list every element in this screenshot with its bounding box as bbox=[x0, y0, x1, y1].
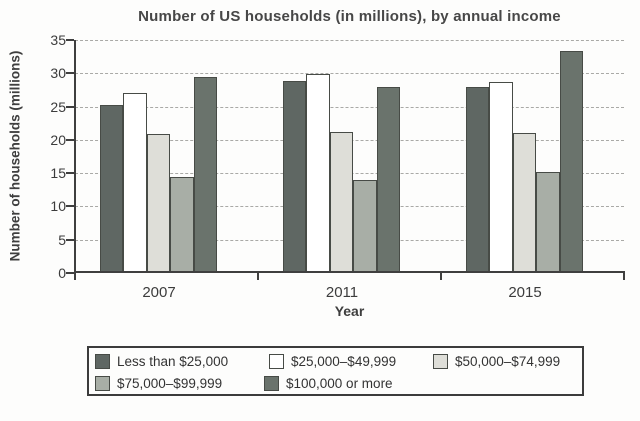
bar-2007-s2 bbox=[146, 133, 171, 273]
legend-item-2: $50,000–$74,999 bbox=[433, 352, 560, 370]
bar-2015-s4 bbox=[559, 51, 584, 273]
legend-swatch-3 bbox=[95, 375, 110, 391]
x-tick-1 bbox=[257, 273, 259, 280]
plot-area bbox=[66, 39, 625, 280]
legend-item-0: Less than $25,000 bbox=[95, 352, 228, 370]
bar-2007-s4 bbox=[193, 76, 218, 273]
legend-label-0: Less than $25,000 bbox=[117, 353, 229, 369]
y-tick-label-20: 20 bbox=[50, 131, 66, 148]
x-tick-3 bbox=[623, 273, 625, 280]
y-tick-label-15: 15 bbox=[50, 165, 66, 182]
bar-2007-s3 bbox=[170, 176, 194, 273]
legend-label-4: $100,000 or more bbox=[286, 375, 393, 391]
legend-swatch-0 bbox=[95, 353, 110, 369]
y-tick-20 bbox=[66, 138, 74, 141]
gridline-35 bbox=[75, 40, 624, 41]
bar-2015-s2 bbox=[512, 132, 537, 273]
bar-2015-s1 bbox=[489, 81, 513, 273]
y-tick-30 bbox=[66, 72, 74, 75]
y-tick-label-0: 0 bbox=[58, 265, 66, 281]
y-tick-5 bbox=[66, 238, 74, 241]
y-axis-title: Number of households (millions) bbox=[7, 50, 23, 262]
bar-2007-s0 bbox=[99, 104, 124, 273]
x-tick-label-2011: 2011 bbox=[325, 284, 359, 301]
y-tick-label-30: 30 bbox=[50, 65, 66, 82]
x-tick-0 bbox=[74, 273, 76, 280]
y-tick-label-5: 5 bbox=[58, 231, 66, 248]
y-tick-35 bbox=[66, 39, 74, 41]
y-tick-label-35: 35 bbox=[50, 32, 66, 48]
bar-2007-s1 bbox=[123, 93, 147, 273]
bar-2015-s3 bbox=[536, 171, 560, 273]
legend-swatch-2 bbox=[433, 353, 448, 369]
gridline-30 bbox=[75, 73, 624, 75]
y-axis-line bbox=[74, 40, 76, 273]
x-axis-title: Year bbox=[334, 303, 365, 319]
legend-swatch-1 bbox=[269, 353, 284, 369]
legend-label-3: $75,000–$99,999 bbox=[117, 375, 223, 391]
y-tick-25 bbox=[66, 105, 74, 108]
legend-swatch-4 bbox=[264, 375, 279, 391]
y-tick-15 bbox=[66, 172, 74, 175]
bar-2011-s2 bbox=[329, 131, 354, 273]
legend-item-1: $25,000–$49,999 bbox=[269, 352, 396, 370]
legend: Less than $25,000 $25,000–$49,999 $50,000–… bbox=[87, 346, 584, 396]
x-tick-label-2015: 2015 bbox=[508, 284, 542, 301]
legend-item-3: $75,000–$99,999 bbox=[95, 374, 222, 392]
y-tick-0 bbox=[66, 272, 74, 274]
legend-label-2: $50,000–$74,999 bbox=[455, 353, 561, 369]
bar-2011-s4 bbox=[376, 87, 401, 273]
legend-label-1: $25,000–$49,999 bbox=[291, 353, 397, 369]
bar-2011-s3 bbox=[353, 179, 377, 273]
bar-2015-s0 bbox=[465, 86, 490, 273]
x-axis-line bbox=[74, 271, 625, 273]
x-tick-2 bbox=[440, 273, 442, 280]
bar-2011-s1 bbox=[306, 74, 330, 273]
y-tick-label-10: 10 bbox=[50, 198, 66, 215]
chart-title: Number of US households (in millions), b… bbox=[138, 8, 561, 25]
legend-item-4: $100,000 or more bbox=[264, 374, 393, 392]
bar-2011-s0 bbox=[282, 80, 307, 273]
gridline-25 bbox=[75, 106, 624, 108]
y-tick-10 bbox=[66, 205, 74, 208]
x-tick-label-2007: 2007 bbox=[142, 284, 176, 301]
y-tick-label-25: 25 bbox=[50, 98, 66, 115]
